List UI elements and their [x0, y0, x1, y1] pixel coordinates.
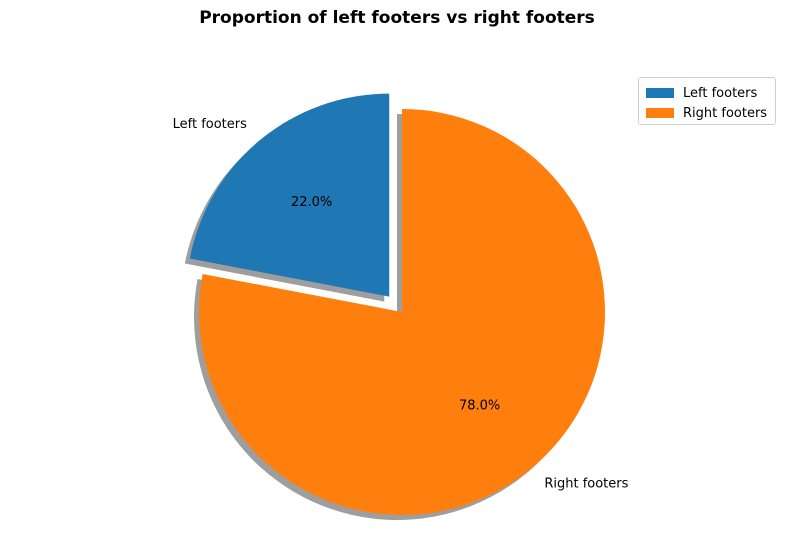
legend-label-right-footers: Right footers [683, 105, 768, 121]
legend-entry-right-footers: Right footers [646, 103, 775, 123]
slices [189, 93, 605, 515]
legend-swatch-right-footers [646, 108, 674, 118]
category-label-right-footers: Right footers [544, 477, 628, 492]
percent-label-right-footers: 78.0% [459, 398, 500, 413]
percent-label-left-footers: 22.0% [291, 195, 332, 210]
chart-title: Proportion of left footers vs right foot… [199, 8, 595, 28]
category-label-left-footers: Left footers [173, 117, 248, 132]
legend-swatch-left-footers [646, 88, 674, 98]
slice-right-footers [199, 109, 605, 515]
legend: Left footers Right footers [638, 77, 776, 125]
legend-entry-left-footers: Left footers [646, 83, 775, 103]
slice-labels: 22.0% Left footers 78.0% Right footers [173, 117, 629, 492]
slice-left-footers [189, 93, 390, 297]
legend-label-left-footers: Left footers [683, 85, 758, 101]
